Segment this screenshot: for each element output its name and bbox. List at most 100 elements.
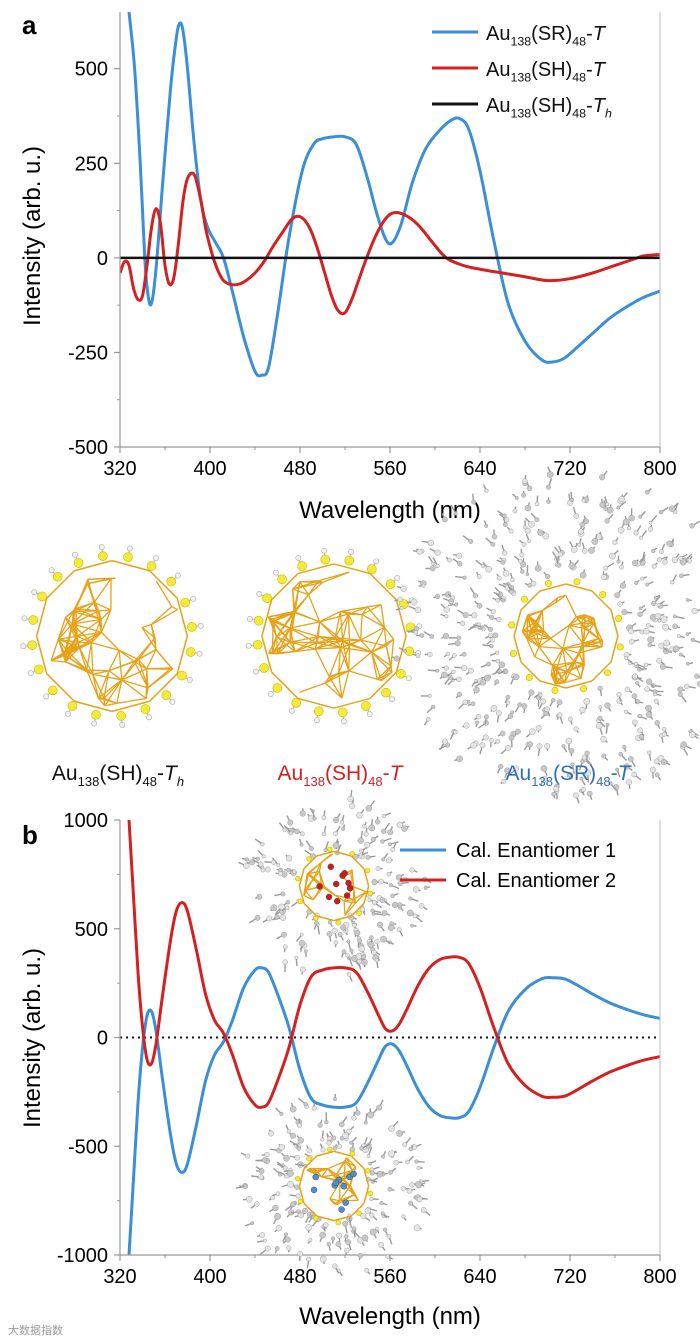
gold-bond [340, 606, 368, 613]
gold-bond [118, 649, 135, 663]
ligand-atom [256, 894, 263, 900]
sulfur-atom [34, 664, 44, 675]
gold-bond [57, 611, 74, 640]
gold-bond [293, 610, 320, 623]
gold-bond [348, 651, 373, 672]
sulfur-atom [37, 591, 47, 602]
hydrogen-atom [98, 544, 105, 551]
gold-bond [92, 674, 100, 699]
ligand-atom [684, 683, 690, 690]
ligand-atom [369, 1197, 374, 1201]
hydrogen-atom [146, 714, 153, 721]
gold-bond [289, 627, 319, 638]
ligand-atom [661, 726, 667, 732]
ligand-atom [282, 959, 288, 965]
ligand-atom [388, 1150, 395, 1158]
ligand-atom [327, 1135, 333, 1141]
gold-bond [103, 679, 123, 699]
gold-bond [582, 643, 585, 666]
ligand-atom [457, 561, 463, 567]
ligand-atom [388, 1125, 395, 1132]
ligand-atom [289, 1105, 297, 1113]
ligand-atom [274, 914, 280, 920]
formula-sub1: 138 [531, 774, 553, 789]
ligand-atom [280, 891, 286, 897]
gold-bond [354, 891, 367, 904]
gold-bond [380, 671, 393, 682]
ligand-atom [626, 526, 631, 531]
gold-bond [35, 635, 48, 674]
ligand-atom [600, 574, 607, 581]
hydrogen-atom [20, 643, 27, 650]
gold-bond [380, 665, 392, 681]
ligand-atom [653, 758, 660, 765]
panel-b-xlabel: Wavelength (nm) [299, 1303, 481, 1330]
ligand-atom [264, 1245, 271, 1252]
ligand-atom [492, 632, 499, 639]
sulfur-atom [297, 1198, 304, 1205]
ligand-atom [653, 689, 658, 694]
hydrogen-atom [48, 567, 55, 574]
hydrogen-atom [405, 675, 412, 682]
gold-bond [538, 646, 554, 666]
gold-bond [290, 641, 316, 650]
gold-bond [347, 613, 362, 641]
gold-bond [383, 626, 395, 640]
x-tick-label: 400 [193, 1266, 226, 1288]
ligand-atom [521, 542, 527, 547]
ligand-atom [333, 831, 339, 837]
y-tick-label: 1000 [64, 810, 109, 832]
gold-bond [289, 628, 296, 652]
ligand-atom [660, 616, 668, 623]
sulfur-atom [544, 579, 552, 587]
gold-bond [303, 1155, 318, 1170]
ligand-atom [566, 773, 571, 778]
gold-bond [568, 624, 585, 630]
gold-bond [333, 1150, 352, 1157]
sulfur-atom [146, 561, 157, 571]
gold-bond [46, 570, 75, 599]
gold-bond [306, 873, 314, 880]
x-tick-label: 800 [643, 458, 676, 480]
ligand-atom [496, 710, 502, 717]
gold-bond [86, 669, 99, 699]
gold-bond [141, 627, 157, 650]
gold-bond [366, 606, 385, 628]
ligand-atom [386, 872, 391, 877]
gold-bond [395, 599, 407, 637]
gold-bond [361, 614, 385, 628]
x-tick-label: 400 [193, 458, 226, 480]
ligand-atom [333, 1097, 337, 1102]
ligand-atom [538, 693, 543, 698]
ligand-atom [326, 1242, 331, 1247]
ligand-atom [257, 1174, 264, 1180]
highlight-atom [312, 1173, 319, 1181]
ligand-atom [489, 643, 494, 649]
gold-bond [66, 623, 74, 651]
gold-bond [353, 891, 367, 900]
gold-bond [72, 623, 92, 644]
ligand-atom [414, 606, 421, 614]
ligand-atom [420, 1207, 427, 1213]
ligand-atom [454, 602, 459, 607]
gold-bond [319, 613, 349, 623]
ligand-atom [434, 593, 441, 600]
ligand-atom [573, 792, 579, 799]
formula-base: Au [486, 23, 510, 45]
ligand-atom [294, 955, 299, 960]
sulfur-atom [140, 704, 151, 714]
gold-bond [289, 611, 295, 629]
ligand-atom [580, 787, 586, 793]
ligand-atom [470, 742, 477, 749]
gold-bond [539, 583, 567, 592]
sulfur-atom [615, 614, 623, 622]
ligand-atom [504, 767, 511, 775]
ligand-atom [597, 715, 603, 721]
ligand-atom [528, 520, 535, 528]
gold-bond [385, 645, 392, 667]
ligand-atom [341, 827, 346, 831]
gold-bond [535, 629, 540, 647]
ligand-atom [542, 532, 550, 540]
ligand-atom [545, 573, 551, 580]
ligand-atom [500, 560, 506, 565]
